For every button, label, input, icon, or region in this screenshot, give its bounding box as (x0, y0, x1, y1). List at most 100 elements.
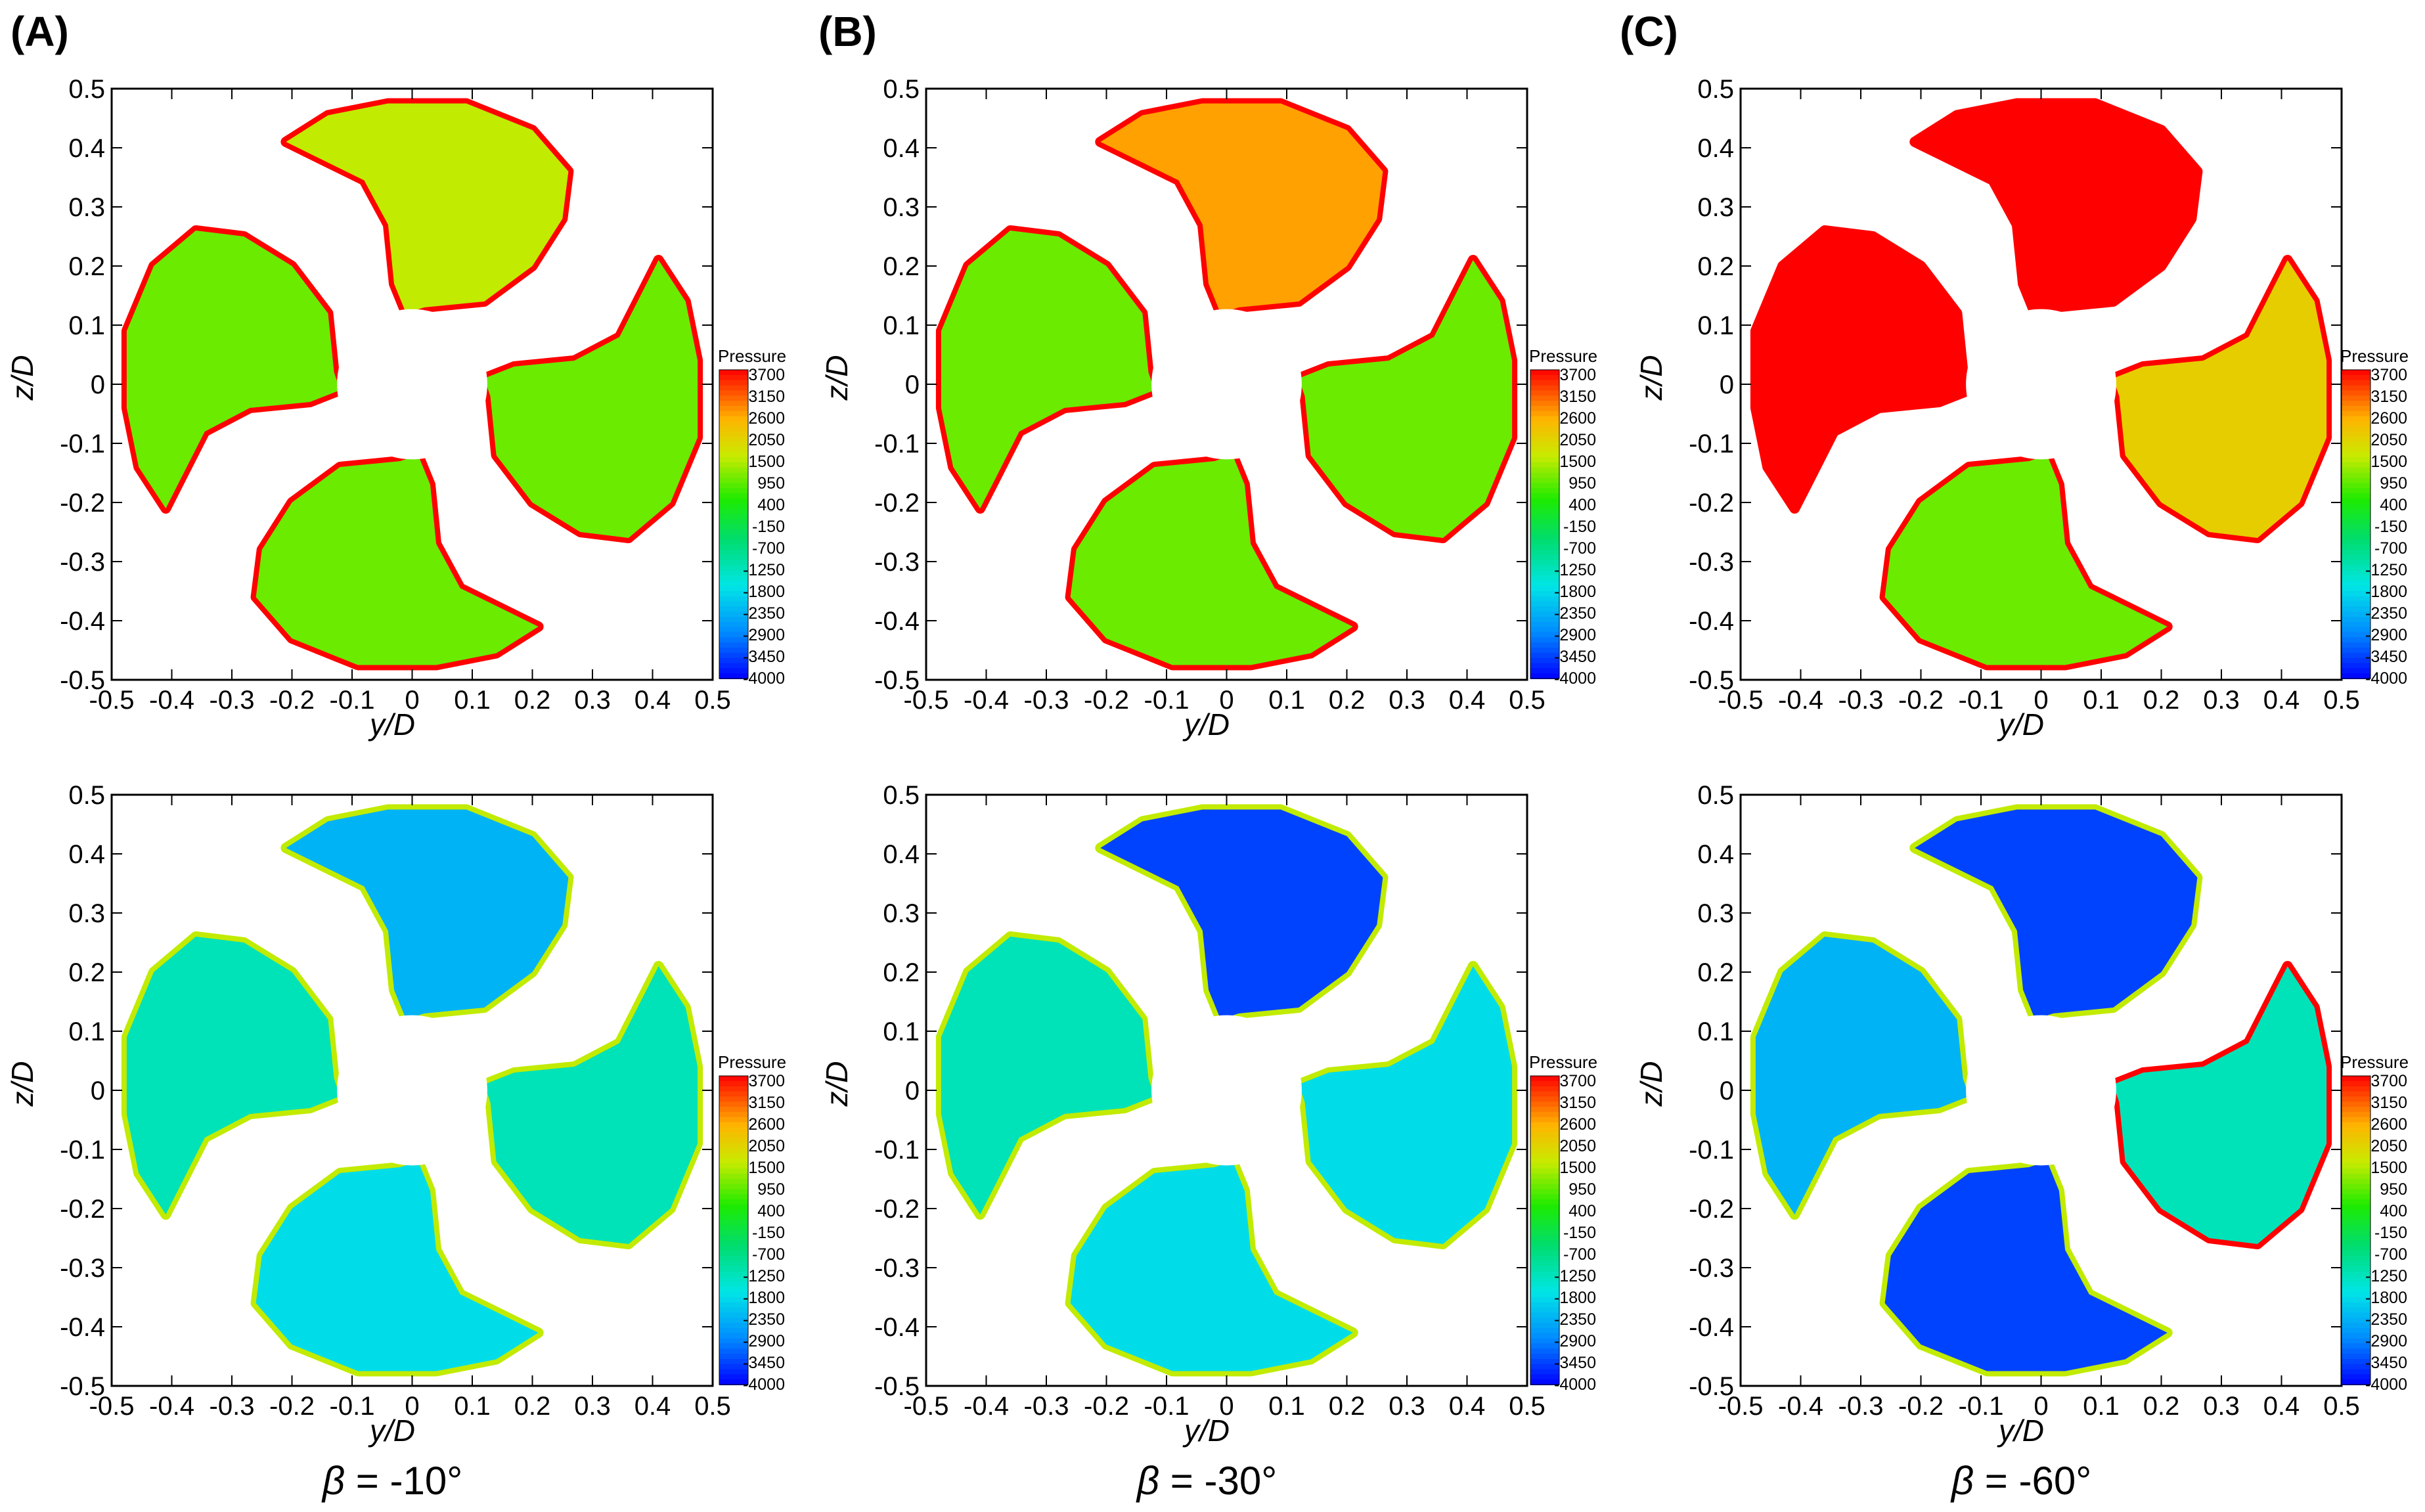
colorbar-segment (719, 1132, 748, 1138)
colorbar-segment (2342, 642, 2370, 648)
x-tick-label: -0.5 (904, 1392, 949, 1421)
blade-fill (126, 937, 340, 1214)
colorbar-segment (2342, 560, 2370, 566)
colorbar-segment (2342, 1117, 2370, 1123)
hub (1966, 1015, 2116, 1166)
colorbar-segment (1530, 570, 1559, 577)
colorbar-segment (719, 503, 748, 510)
colorbar-segment (719, 472, 748, 479)
y-axis-title: z/D (5, 1061, 39, 1107)
colorbar-segment (2342, 493, 2370, 499)
y-tick-label: 0 (1720, 370, 1734, 399)
hub (1151, 1015, 1302, 1166)
colorbar-segment (2342, 467, 2370, 474)
colorbar-segment (1530, 426, 1559, 432)
colorbar-segment (719, 1256, 748, 1262)
colorbar-label: -1800 (1554, 1289, 1596, 1307)
y-tick-label: 0 (905, 1077, 920, 1105)
y-tick-label: 0 (91, 370, 105, 399)
colorbar-segment (2342, 627, 2370, 633)
x-tick-label: -0.3 (1024, 1392, 1069, 1421)
y-tick-label: -0.1 (1689, 430, 1734, 458)
y-tick-label: -0.4 (60, 1313, 105, 1342)
colorbar-segment (1530, 519, 1559, 525)
colorbar-segment (2342, 395, 2370, 401)
beta-value: = -10° (345, 1459, 462, 1503)
colorbar-label: 3700 (2370, 366, 2407, 384)
colorbar-segment (1530, 1251, 1559, 1257)
colorbar-segment (2342, 483, 2370, 489)
colorbar-segment (2342, 1354, 2370, 1360)
colorbar-segment (1530, 1178, 1559, 1185)
colorbar-label: -1250 (743, 1267, 785, 1285)
blade-fill (1755, 231, 1969, 508)
colorbar-segment (2342, 673, 2370, 679)
colorbar-label: 2050 (748, 431, 785, 449)
colorbar-label: -1250 (2365, 1267, 2407, 1285)
x-axis-title: y/D (1182, 707, 1230, 742)
colorbar-segment (2342, 1271, 2370, 1278)
colorbar-segment (1530, 648, 1559, 654)
colorbar-segment (2342, 1127, 2370, 1134)
colorbar-segment (1530, 1240, 1559, 1247)
blade-fill (484, 260, 698, 538)
colorbar-label: 1500 (1559, 453, 1596, 471)
colorbar-segment (2342, 426, 2370, 432)
colorbar-label: -700 (752, 539, 785, 558)
colorbar-segment (2342, 1184, 2370, 1190)
colorbar-segment (719, 1199, 748, 1205)
x-tick-label: 0.4 (634, 686, 671, 715)
colorbar-segment (1530, 416, 1559, 422)
y-tick-label: -0.4 (874, 1313, 920, 1342)
colorbar-segment (719, 617, 748, 623)
colorbar-segment (719, 601, 748, 608)
colorbar-segment (2342, 1230, 2370, 1236)
colorbar-segment (719, 1080, 748, 1087)
colorbar-segment (1530, 642, 1559, 648)
colorbar-segment (2342, 1287, 2370, 1293)
colorbar-segment (1530, 411, 1559, 417)
colorbar-segment (719, 1230, 748, 1236)
colorbar-segment (719, 1369, 748, 1375)
colorbar-label: 3150 (2370, 1094, 2407, 1112)
colorbar-segment (719, 395, 748, 401)
colorbar-segment (1530, 1117, 1559, 1123)
colorbar-segment (2342, 1338, 2370, 1345)
colorbar-segment (2342, 1153, 2370, 1159)
colorbar-segment (1530, 503, 1559, 510)
colorbar-segment (719, 1333, 748, 1339)
colorbar-label: -3450 (1554, 1354, 1596, 1372)
colorbar-segment (2342, 370, 2370, 376)
colorbar-segment (1530, 1364, 1559, 1370)
colorbar-segment (2342, 1168, 2370, 1174)
colorbar-segment (1530, 1318, 1559, 1323)
colorbar-segment (2342, 1327, 2370, 1334)
colorbar-segment (2342, 657, 2370, 664)
colorbar-segment (2342, 457, 2370, 463)
colorbar-segment (2342, 1374, 2370, 1381)
colorbar-segment (2342, 586, 2370, 592)
colorbar-segment (2342, 529, 2370, 535)
colorbar-segment (1530, 1327, 1559, 1334)
x-tick-label: 0.5 (694, 1392, 731, 1421)
colorbar-segment (1530, 498, 1559, 504)
colorbar-segment (1530, 1287, 1559, 1293)
panel-label: (B) (818, 8, 877, 55)
colorbar-label: -2350 (743, 1310, 785, 1329)
colorbar-segment (1530, 508, 1559, 515)
colorbar-label: 400 (1568, 1202, 1596, 1220)
hub (1966, 309, 2116, 460)
colorbar-segment (2342, 590, 2370, 597)
x-tick-label: 0 (1219, 1392, 1234, 1421)
colorbar-segment (2342, 405, 2370, 412)
colorbar-segment (719, 657, 748, 664)
colorbar-segment (719, 1266, 748, 1272)
colorbar-title: Pressure (1529, 346, 1597, 366)
colorbar-segment (1530, 1271, 1559, 1278)
colorbar-segment (1530, 668, 1559, 675)
colorbar-segment (719, 1348, 748, 1354)
blade-fill (941, 231, 1155, 508)
blade-fill (1915, 103, 2198, 313)
y-tick-label: -0.2 (1689, 489, 1734, 518)
colorbar-segment (719, 1327, 748, 1334)
